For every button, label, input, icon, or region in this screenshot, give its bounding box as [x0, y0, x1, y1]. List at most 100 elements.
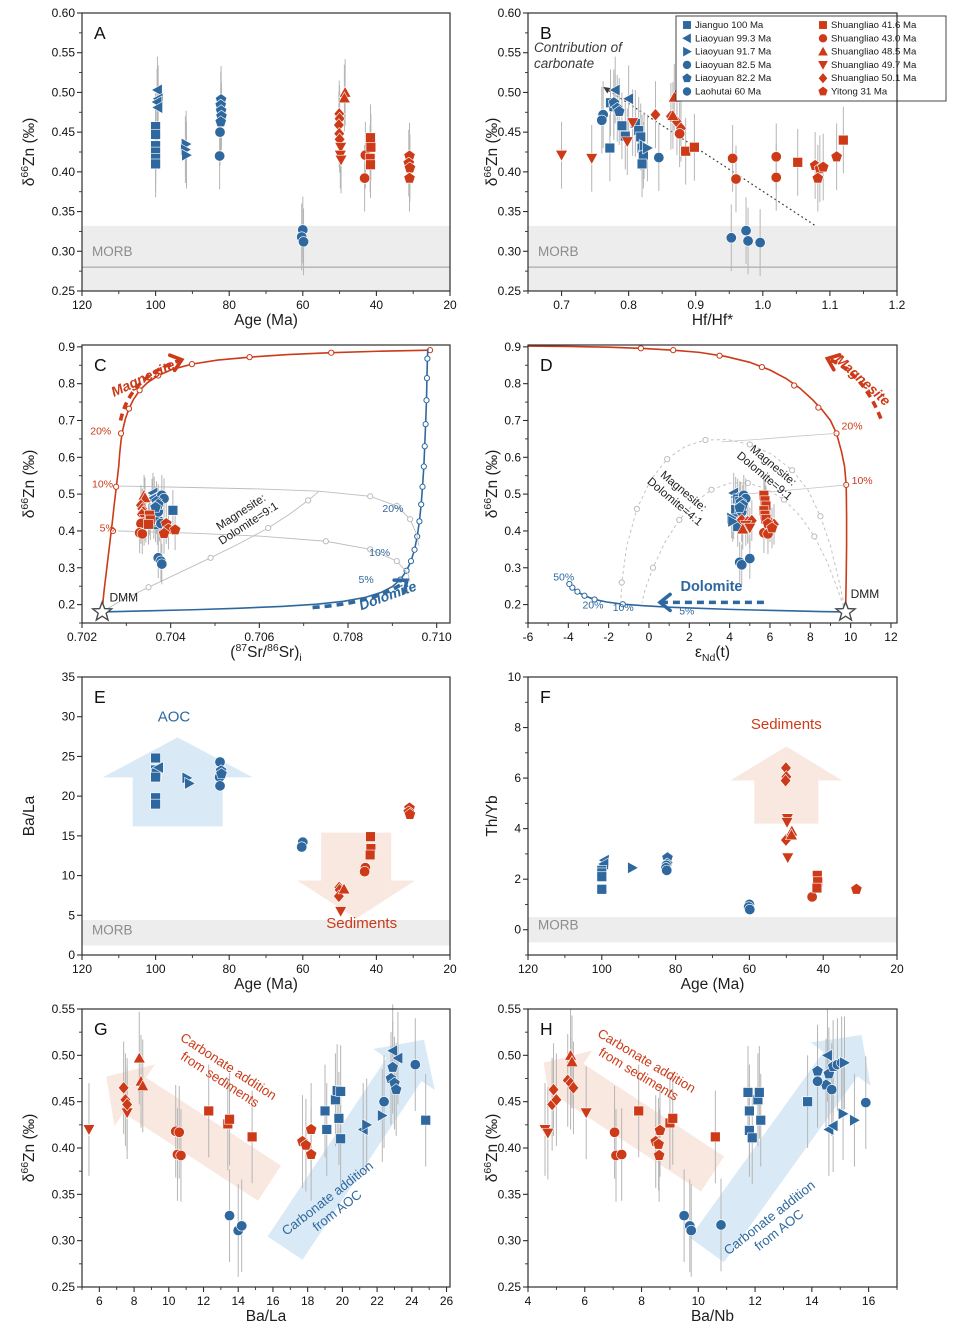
svg-text:0.50: 0.50: [498, 85, 522, 99]
point-ly993: [151, 101, 163, 115]
point-sl430: [609, 1126, 621, 1138]
point-jg100: [604, 142, 616, 154]
svg-text:20%: 20%: [382, 503, 403, 515]
panel-A-chart: MORB 120 100 80 60 40 20 0.25 0.30 0.35 0.40 0.45 0.…: [19, 6, 457, 329]
panel-A: MORB 120 100 80 60 40 20 0.25 0.30 0.35 0.40 0.45 0.…: [0, 0, 480, 332]
svg-text:40: 40: [817, 962, 831, 976]
svg-text:18: 18: [301, 1294, 315, 1308]
data-points: [150, 83, 416, 248]
panel-letter: C: [94, 355, 107, 375]
svg-text:1.1: 1.1: [822, 298, 839, 312]
point-ly993: [608, 83, 621, 97]
axes: 120 100 80 60 40 20 0 2 4 6 8 10: [508, 670, 904, 976]
svg-text:2: 2: [514, 872, 521, 886]
point-ly822: [733, 501, 746, 513]
y-axis-title: δ66Zn (‰): [482, 1114, 501, 1183]
annotation-text: 10%: [613, 602, 634, 614]
svg-text:80: 80: [223, 298, 237, 312]
point-lht60: [715, 1219, 727, 1231]
point-ly822: [390, 1083, 403, 1095]
trend-block-arrow: [102, 737, 253, 827]
annotation-text: 20%: [582, 599, 603, 611]
svg-text:0.50: 0.50: [52, 85, 76, 99]
svg-text:6: 6: [581, 1294, 588, 1308]
point-sl416: [710, 1131, 721, 1143]
point-yt31: [830, 150, 843, 162]
svg-text:5%: 5%: [359, 574, 374, 586]
point-jg100: [742, 1087, 754, 1098]
svg-text:12: 12: [197, 1294, 211, 1308]
svg-text:24: 24: [405, 1294, 419, 1308]
svg-text:0.7: 0.7: [553, 298, 570, 312]
annotation-text: Magnesite:Dolomite=9:1: [214, 492, 280, 547]
svg-text:20: 20: [443, 962, 457, 976]
svg-text:0.30: 0.30: [498, 244, 522, 258]
axes: 6 8 10 12 14 16 18 20 22 24 26 0.25 0.30 0.35 0.40 0.45…: [52, 1002, 454, 1308]
svg-text:0.45: 0.45: [52, 1095, 76, 1109]
data-points: [596, 761, 863, 916]
legend-item-sl501: Shuangliao 50.1 Ma: [831, 73, 917, 84]
svg-text:Magnesite: Magnesite: [832, 351, 894, 409]
morb-band: MORB: [82, 225, 450, 291]
point-yt31: [403, 171, 416, 184]
svg-text:0.35: 0.35: [52, 1187, 76, 1201]
svg-text:0.2: 0.2: [504, 598, 521, 612]
point-sl416: [633, 1105, 644, 1117]
svg-text:10%: 10%: [852, 475, 873, 487]
point-sl416: [792, 157, 803, 168]
svg-text:0: 0: [514, 923, 521, 937]
annotation-text: 5%: [359, 574, 374, 586]
svg-text:0.25: 0.25: [52, 284, 76, 298]
point-sl416: [365, 132, 376, 143]
point-sl430: [806, 891, 818, 903]
x-axis-title: Age (Ma): [681, 976, 745, 993]
svg-text:6: 6: [767, 630, 774, 644]
point-sl497: [626, 117, 640, 130]
panel-G: Carbonate addition from sediments Carbonat…: [0, 996, 480, 1328]
point-sl416: [811, 882, 823, 894]
point-ly993: [150, 83, 163, 97]
point-jg100: [150, 752, 161, 764]
panel-E: MORB AOC Sediments 120 100 80 60 40 20 0 5 10 15 20 25…: [0, 664, 480, 996]
point-jg100: [747, 1132, 758, 1144]
point-sl430: [359, 172, 371, 184]
svg-text:0.40: 0.40: [52, 1141, 76, 1155]
svg-text:6: 6: [96, 1294, 103, 1308]
point-yt31: [403, 808, 416, 820]
annotation-text: Magnesite: [108, 356, 177, 400]
point-sl501: [547, 1082, 560, 1097]
svg-text:0.55: 0.55: [498, 46, 522, 60]
svg-text:0.25: 0.25: [52, 1280, 76, 1294]
point-lht60: [736, 559, 748, 571]
point-jg100: [150, 129, 161, 140]
svg-text:16: 16: [862, 1294, 876, 1308]
point-ly822: [215, 767, 228, 780]
data-points: [150, 752, 416, 918]
svg-text:6: 6: [514, 771, 521, 785]
svg-text:40: 40: [370, 962, 384, 976]
point-sl416: [365, 159, 376, 170]
svg-text:100: 100: [146, 962, 166, 976]
point-lht60: [296, 841, 308, 853]
point-ly825: [409, 1059, 421, 1071]
svg-text:20: 20: [890, 962, 904, 976]
point-lht60: [754, 237, 766, 249]
svg-text:20%: 20%: [582, 599, 603, 611]
svg-text:26: 26: [440, 1294, 454, 1308]
svg-text:60: 60: [743, 962, 757, 976]
svg-text:20: 20: [336, 1294, 350, 1308]
point-sl416: [365, 831, 376, 842]
legend-item-ly917: Liaoyuan 91.7 Ma: [695, 47, 772, 58]
svg-text:0.30: 0.30: [498, 1234, 522, 1248]
point-jg100: [744, 1105, 755, 1117]
svg-text:80: 80: [223, 962, 237, 976]
svg-text:0.6: 0.6: [504, 450, 521, 464]
svg-text:0.60: 0.60: [52, 6, 76, 20]
svg-text:22: 22: [370, 1294, 384, 1308]
point-ly917: [627, 861, 640, 875]
point-ly993: [820, 1048, 833, 1062]
axes: 120 100 80 60 40 20 0.25 0.30 0.35 0.40 0.45 0.50 0.…: [52, 6, 457, 312]
svg-text:8: 8: [638, 1294, 645, 1308]
